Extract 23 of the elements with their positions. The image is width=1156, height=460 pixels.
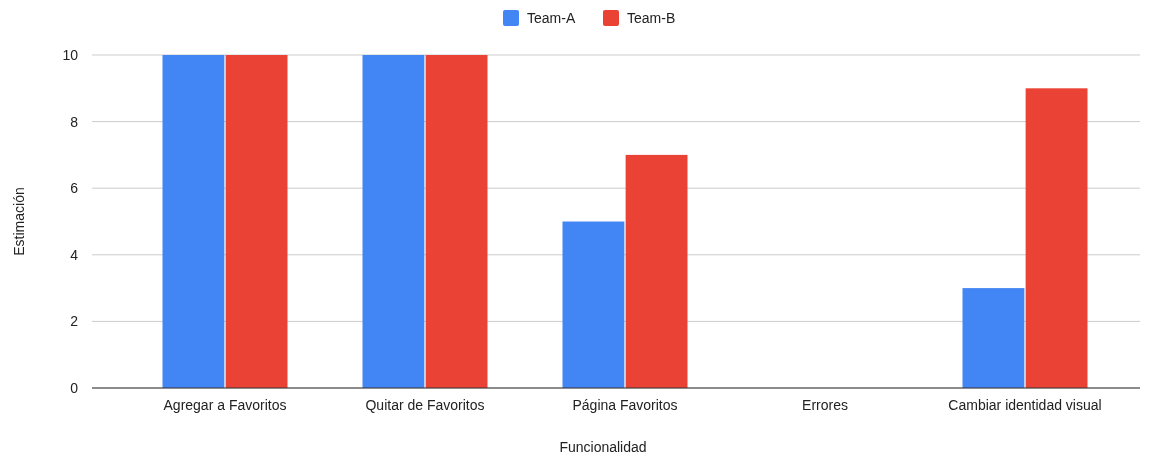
x-tick-label: Quitar de Favoritos <box>365 397 485 413</box>
y-tick-label: 0 <box>70 379 79 396</box>
y-tick-label: 8 <box>70 113 79 130</box>
x-tick-label: Cambiar identidad visual <box>948 397 1102 413</box>
legend-label: Team-A <box>527 9 576 26</box>
bar <box>362 55 425 388</box>
bar <box>625 154 688 388</box>
bar <box>162 55 225 388</box>
y-axis-title: Estimación <box>11 187 27 256</box>
y-tick-label: 10 <box>62 46 79 63</box>
bar <box>1025 88 1088 388</box>
bar <box>425 55 488 388</box>
y-tick-label: 6 <box>70 180 79 197</box>
x-tick-label: Agregar a Favoritos <box>163 397 287 413</box>
y-tick-label: 2 <box>70 313 79 330</box>
bar <box>962 288 1025 388</box>
x-axis-title: Funcionalidad <box>559 439 647 455</box>
legend-label: Team-B <box>627 9 676 26</box>
x-tick-label: Página Favoritos <box>572 397 678 413</box>
bar <box>225 55 288 388</box>
bar <box>562 221 625 388</box>
x-tick-label: Errores <box>802 397 848 413</box>
y-tick-label: 4 <box>70 246 79 263</box>
